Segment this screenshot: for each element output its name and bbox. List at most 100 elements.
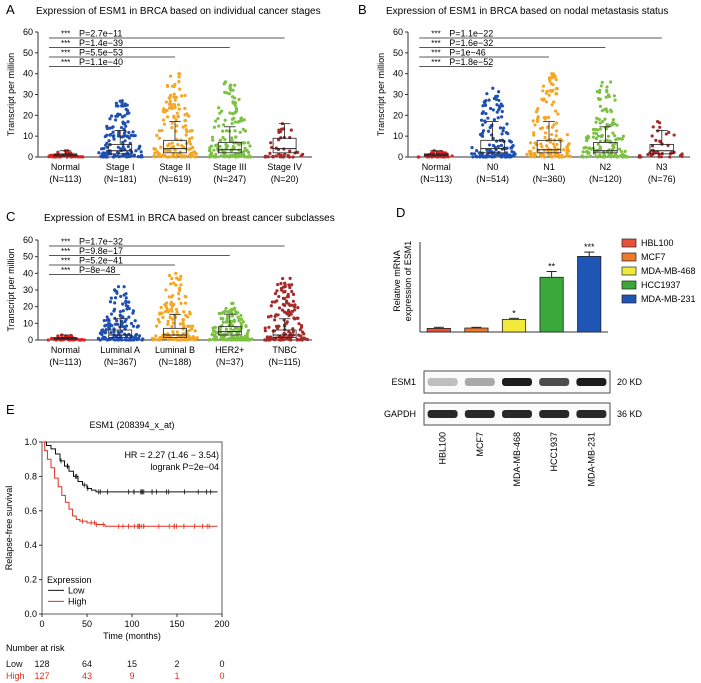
data-point [488, 125, 492, 130]
legend-swatch [621, 280, 637, 290]
data-point [269, 141, 273, 145]
significance-stars: *** [431, 39, 440, 48]
data-point [230, 121, 234, 126]
data-point [177, 72, 181, 76]
data-point [172, 281, 176, 285]
data-point [281, 155, 286, 159]
data-point [291, 327, 295, 331]
data-point [598, 147, 603, 151]
data-point [180, 94, 184, 98]
data-point [654, 138, 658, 142]
data-point [289, 128, 293, 132]
data-point [207, 155, 212, 159]
blot-band [427, 378, 458, 386]
data-point [496, 144, 500, 149]
legend-title: Expression [47, 575, 92, 585]
data-point [288, 285, 292, 290]
data-point [116, 112, 120, 116]
data-point [159, 305, 163, 310]
data-point [528, 141, 533, 145]
category-n-label: (N=120) [589, 174, 622, 184]
risk-row-label: High [6, 671, 25, 681]
data-point [97, 151, 101, 155]
data-point [585, 138, 589, 143]
bar [577, 255, 602, 333]
data-point [625, 155, 630, 159]
data-point [542, 153, 546, 158]
data-point [235, 335, 239, 339]
data-point [532, 131, 536, 135]
data-point [104, 143, 108, 147]
data-point [536, 106, 540, 111]
data-point [273, 291, 278, 296]
data-point [211, 138, 215, 142]
data-point [611, 131, 615, 135]
data-point [484, 111, 488, 116]
data-point [157, 320, 161, 324]
data-point [498, 106, 502, 110]
data-point [297, 333, 301, 337]
bar [426, 327, 451, 333]
data-point [213, 330, 217, 334]
data-point [245, 338, 249, 342]
bar [539, 276, 564, 333]
data-point [119, 330, 124, 334]
data-point [65, 334, 69, 338]
data-point [607, 95, 611, 99]
data-point [187, 329, 191, 333]
data-point [192, 150, 196, 155]
data-point [226, 310, 230, 314]
survival-curve-high [42, 441, 218, 527]
data-point [214, 143, 218, 148]
data-point [181, 321, 185, 325]
data-point [241, 127, 245, 131]
data-point [193, 155, 197, 159]
data-point [236, 315, 240, 319]
category-n-label: (N=619) [159, 174, 192, 184]
significance-stars: *** [61, 30, 70, 39]
data-point [239, 317, 243, 321]
data-point [483, 120, 487, 124]
data-point [498, 126, 503, 130]
data-point [598, 139, 603, 143]
legend-label: MCF7 [641, 252, 666, 262]
data-point [230, 139, 234, 143]
data-point [172, 92, 176, 96]
data-point [152, 155, 156, 159]
data-point [82, 338, 86, 342]
data-point [170, 324, 174, 329]
data-point [172, 114, 176, 118]
data-point [620, 137, 624, 141]
x-tick-label: 100 [124, 619, 139, 629]
data-point [102, 318, 106, 323]
data-point [296, 150, 300, 154]
blot-lane-label: HBL100 [438, 432, 448, 465]
data-point [188, 312, 192, 316]
data-point [597, 117, 601, 122]
y-tick-label: 50 [393, 48, 403, 58]
data-point [156, 338, 160, 342]
y-tick-label: 60 [23, 235, 33, 245]
data-point [109, 331, 113, 335]
data-point [595, 116, 599, 120]
data-point [231, 101, 235, 105]
data-point [109, 132, 113, 137]
data-point [170, 155, 174, 159]
p-value-label: P=5.5e−53 [79, 48, 123, 58]
risk-value: 9 [129, 671, 134, 681]
data-point [263, 329, 267, 333]
data-point [163, 309, 167, 314]
data-point [129, 154, 133, 158]
box [272, 137, 297, 154]
data-point [127, 300, 131, 304]
category-label: Stage I [106, 162, 135, 172]
data-point [588, 154, 593, 159]
blot-band [539, 410, 570, 418]
data-point [124, 303, 128, 308]
data-point [179, 301, 183, 305]
legend-label: Low [68, 585, 85, 595]
data-point [608, 154, 612, 158]
data-point [174, 95, 178, 99]
data-point [231, 112, 235, 116]
data-point [228, 154, 233, 158]
